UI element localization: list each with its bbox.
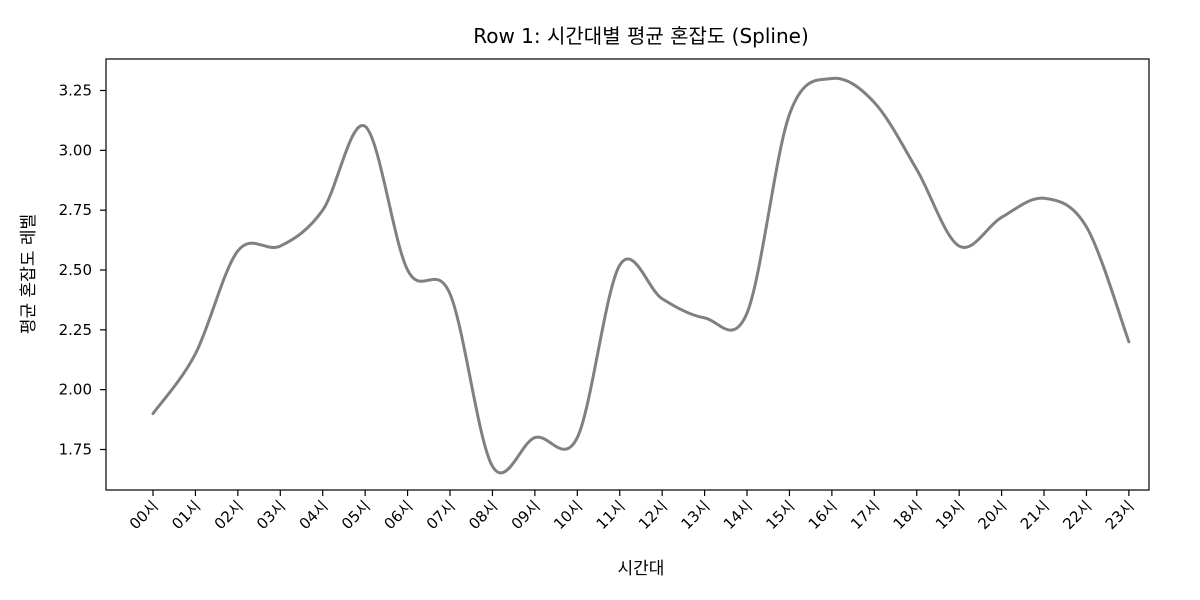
x-tick-label: 09시: [508, 497, 544, 533]
x-tick-label: 17시: [847, 497, 883, 533]
y-tick-label: 2.00: [59, 381, 92, 399]
x-tick-label: 07시: [423, 497, 459, 533]
x-tick-label: 16시: [805, 497, 841, 533]
y-tick-label: 2.25: [59, 321, 92, 339]
plot-frame: [105, 58, 1150, 491]
x-tick-label: 13시: [677, 497, 713, 533]
x-tick-label: 00시: [126, 497, 162, 533]
x-tick-label: 14시: [720, 497, 756, 533]
x-tick-label: 03시: [253, 497, 289, 533]
x-tick-label: 08시: [465, 497, 501, 533]
x-tick-label: 02시: [211, 497, 247, 533]
x-tick-label: 18시: [890, 497, 926, 533]
series-line: [151, 76, 1131, 475]
x-tick-label: 20시: [974, 497, 1010, 533]
x-tick-label: 04시: [296, 497, 332, 533]
y-axis: 1.75 2.00 2.25 2.50 2.75 3.00 3.25: [59, 82, 106, 459]
x-tick-label: 19시: [932, 497, 968, 533]
series-layer: [151, 76, 1131, 475]
x-tick-label: 06시: [380, 497, 416, 533]
x-tick-label: 01시: [168, 497, 204, 533]
y-tick-label: 2.50: [59, 261, 92, 279]
x-tick-label: 12시: [635, 497, 671, 533]
y-tick-label: 3.25: [59, 82, 92, 100]
x-tick-label: 22시: [1059, 497, 1095, 533]
chart-title: Row 1: 시간대별 평균 혼잡도 (Spline): [473, 24, 809, 48]
x-tick-label: 11시: [593, 497, 629, 533]
y-axis-label: 평균 혼잡도 레벨: [19, 214, 39, 334]
x-tick-label: 23시: [1102, 497, 1138, 533]
y-tick-label: 2.75: [59, 201, 92, 219]
y-tick-label: 1.75: [59, 441, 92, 459]
x-tick-label: 05시: [338, 497, 374, 533]
x-tick-label: 21시: [1017, 497, 1053, 533]
y-tick-label: 3.00: [59, 141, 92, 159]
x-axis: 00시 01시 02시 03시 04시 05시 06시 07시 08시 09시 10시 11시 12시 1…: [126, 490, 1138, 533]
x-tick-label: 10시: [550, 497, 586, 533]
x-tick-label: 15시: [762, 497, 798, 533]
x-axis-label: 시간대: [618, 559, 665, 579]
